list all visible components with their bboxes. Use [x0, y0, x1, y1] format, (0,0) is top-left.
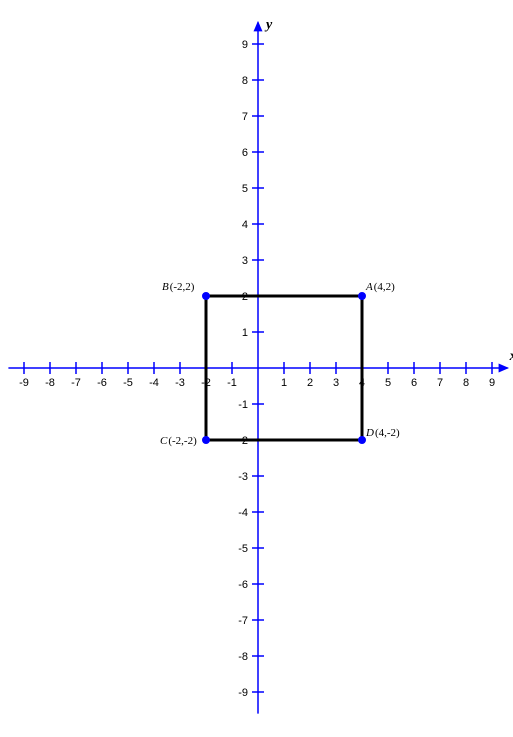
x-tick-label: 1 — [281, 377, 287, 389]
x-tick-label: 9 — [489, 377, 495, 389]
x-tick-label: 8 — [463, 377, 469, 389]
y-tick-label: -1 — [238, 399, 248, 411]
x-tick-label: 6 — [411, 377, 417, 389]
vertex-d — [359, 437, 366, 444]
x-tick-label: -1 — [227, 377, 237, 389]
coordinate-plane-chart: -9-8-7-6-5-4-3-2-1123456789-9-8-7-6-5-4-… — [0, 0, 513, 737]
x-tick-label: -8 — [45, 377, 55, 389]
x-tick-label: -5 — [123, 377, 133, 389]
y-tick-label: -6 — [238, 579, 248, 591]
y-tick-label: 5 — [242, 183, 248, 195]
y-tick-label: -3 — [238, 471, 248, 483]
y-tick-label: 8 — [242, 75, 248, 87]
vertex-b — [203, 293, 210, 300]
y-tick-label: 1 — [242, 327, 248, 339]
vertex-a — [359, 293, 366, 300]
y-tick-label: -7 — [238, 615, 248, 627]
vertex-label-a: A(4,2) — [365, 281, 395, 293]
x-axis-label: x — [509, 349, 513, 364]
y-tick-label: -4 — [238, 507, 248, 519]
x-tick-label: -4 — [149, 377, 159, 389]
vertex-c — [203, 437, 210, 444]
x-tick-label: 3 — [333, 377, 339, 389]
x-tick-label: 7 — [437, 377, 443, 389]
vertex-label-c: C(-2,-2) — [160, 435, 197, 447]
vertex-label-d: D(4,-2) — [365, 427, 400, 439]
x-tick-label: -3 — [175, 377, 185, 389]
y-tick-label: -8 — [238, 651, 248, 663]
y-tick-label: 7 — [242, 111, 248, 123]
y-tick-label: -5 — [238, 543, 248, 555]
y-tick-label: 9 — [242, 39, 248, 51]
x-tick-label: -7 — [71, 377, 81, 389]
vertex-label-b: B(-2,2) — [162, 281, 195, 293]
y-tick-label: 4 — [242, 219, 248, 231]
x-tick-label: 2 — [307, 377, 313, 389]
y-tick-label: 3 — [242, 255, 248, 267]
y-tick-label: -9 — [238, 687, 248, 699]
x-tick-label: -9 — [19, 377, 29, 389]
y-axis-label: y — [264, 17, 273, 32]
plot-svg: -9-8-7-6-5-4-3-2-1123456789-9-8-7-6-5-4-… — [0, 0, 513, 737]
x-tick-label: -6 — [97, 377, 107, 389]
y-tick-label: 6 — [242, 147, 248, 159]
x-tick-label: 5 — [385, 377, 391, 389]
